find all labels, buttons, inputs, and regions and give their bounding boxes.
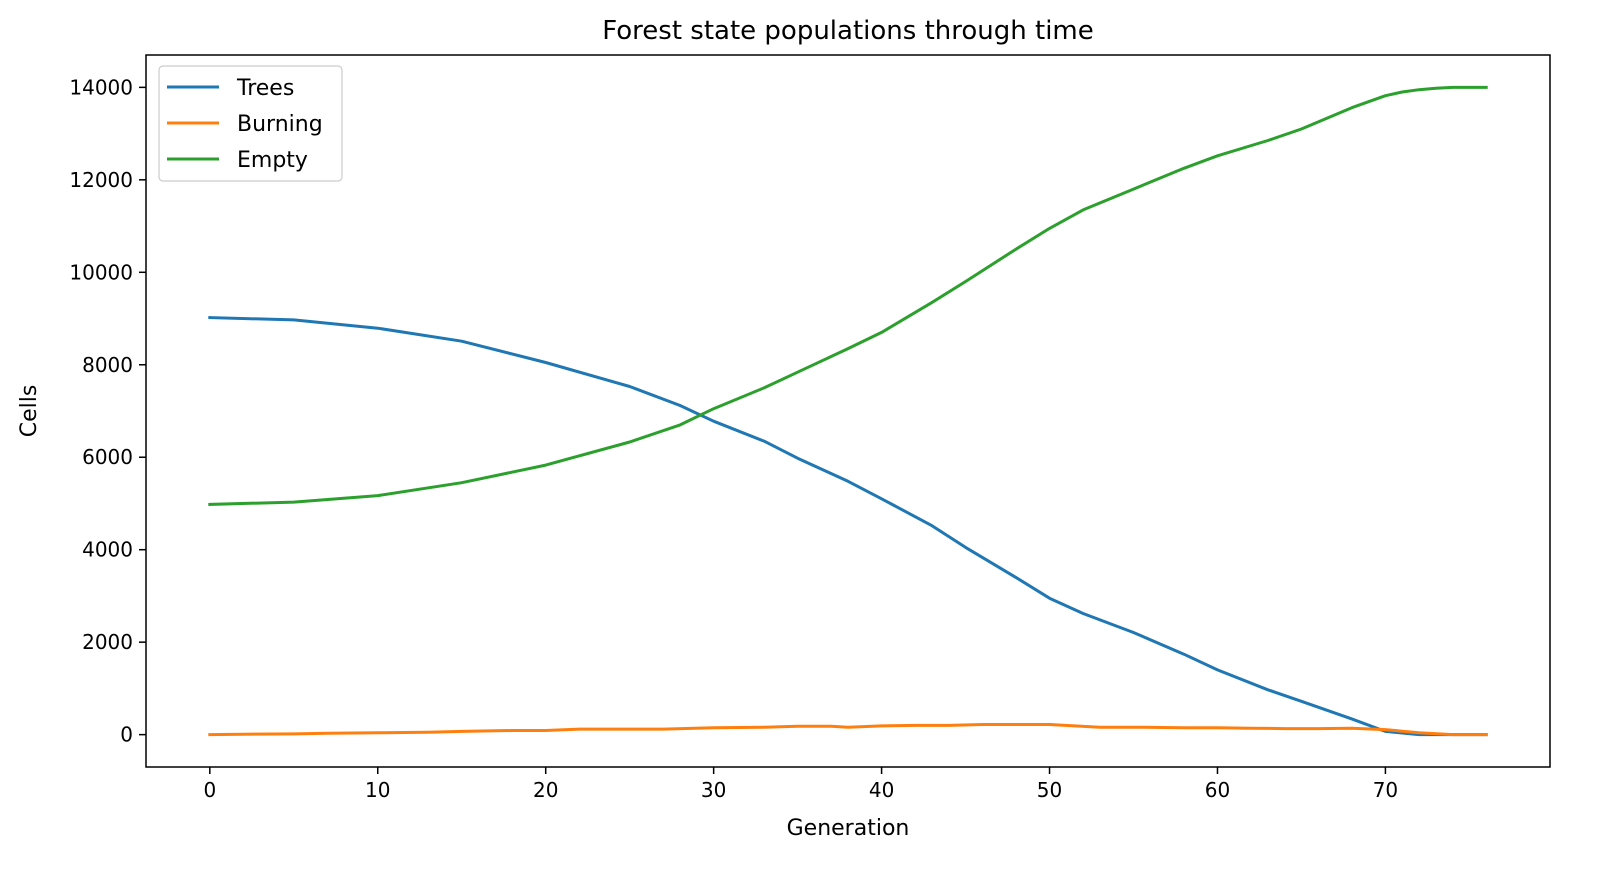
legend: Trees Burning Empty [158,65,343,182]
x-axis: 0 10 20 30 40 50 60 70 [203,767,1398,802]
legend-box [158,65,343,182]
y-tick-label: 8000 [82,353,133,377]
y-axis-label: Cells [17,385,42,438]
series-line-burning [208,723,1488,737]
x-tick-label: 60 [1205,778,1230,802]
y-axis: 0 2000 4000 6000 8000 10000 12000 14000 [69,75,146,747]
plot-area [208,85,1488,737]
y-tick-label: 6000 [82,445,133,469]
y-tick-label: 14000 [69,75,133,99]
x-tick-label: 50 [1037,778,1062,802]
x-tick-label: 10 [365,778,390,802]
y-tick-label: 0 [120,723,133,747]
chart-title: Forest state populations through time [602,16,1094,46]
x-tick-label: 30 [701,778,726,802]
x-tick-label: 40 [869,778,894,802]
x-axis-label: Generation [787,816,910,841]
y-tick-label: 12000 [69,168,133,192]
legend-label-burning: Burning [237,112,323,137]
plot-frame [145,54,1551,768]
series-line-empty [208,85,1488,506]
x-tick-label: 20 [533,778,558,802]
y-tick-label: 10000 [69,260,133,284]
legend-label-empty: Empty [237,148,308,173]
x-tick-label: 70 [1373,778,1398,802]
y-tick-label: 2000 [82,630,133,654]
y-tick-label: 4000 [82,538,133,562]
series-line-trees [208,316,1488,737]
x-tick-label: 0 [203,778,216,802]
legend-label-trees: Trees [236,76,294,101]
